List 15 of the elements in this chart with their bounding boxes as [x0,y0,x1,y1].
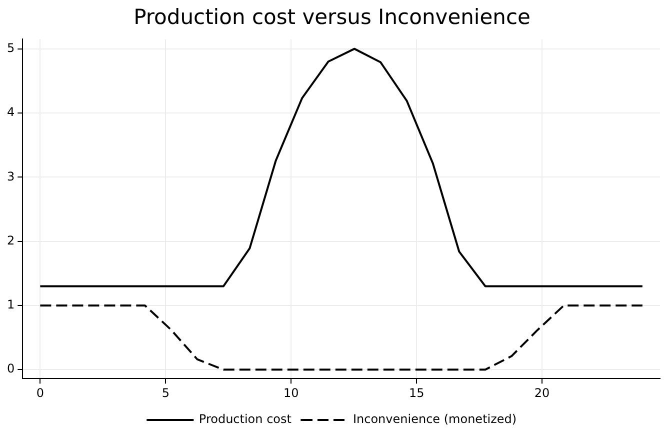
x-tick-label: 5 [162,386,170,400]
line-series [39,304,644,371]
legend-label: Production cost [198,412,292,426]
y-tick-label: 5 [6,40,15,55]
chart-title: Production cost versus Inconvenience [134,5,530,30]
x-tick-label: 10 [283,386,299,400]
y-tick-label: 0 [6,362,15,376]
y-tick-label: 3 [6,169,15,184]
y-tick-label: 1 [6,298,15,312]
x-tick-label: 15 [408,386,424,400]
x-tick-label: 20 [534,386,550,400]
y-tick-label: 2 [6,233,15,248]
y-tick-label: 4 [6,105,15,120]
x-tick-label: 0 [36,386,44,400]
legend-label: Inconvenience (monetized) [352,412,517,426]
